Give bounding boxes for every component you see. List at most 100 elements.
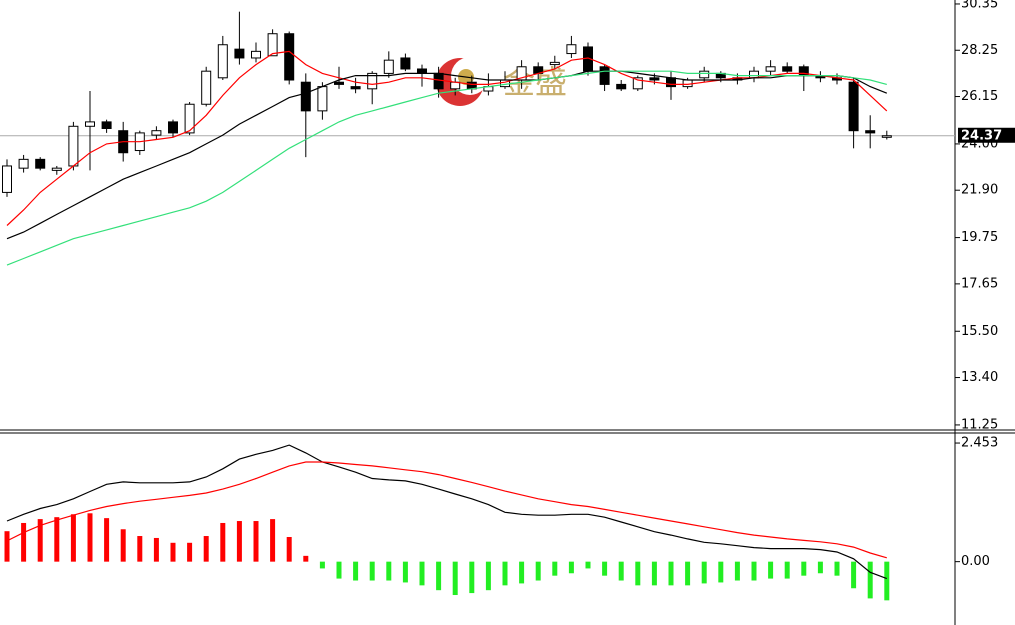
histogram-bar bbox=[353, 561, 359, 581]
histogram-bar bbox=[834, 561, 840, 576]
candle-body bbox=[217, 44, 228, 79]
histogram-bar bbox=[236, 521, 242, 562]
candle-body bbox=[632, 77, 643, 90]
candle-body bbox=[201, 70, 212, 105]
histogram-bar bbox=[519, 561, 525, 584]
candle-body bbox=[649, 77, 660, 81]
candle-body bbox=[666, 77, 676, 88]
histogram-bar bbox=[153, 537, 159, 562]
last-price-label: 24.37 bbox=[961, 128, 1002, 143]
histogram-bar bbox=[568, 561, 574, 574]
histogram-bar bbox=[187, 542, 193, 562]
candle-body bbox=[234, 48, 245, 59]
histogram-bar bbox=[502, 561, 508, 586]
candle-body bbox=[300, 81, 311, 112]
candle-body bbox=[334, 81, 344, 85]
candle-body bbox=[616, 83, 627, 90]
histogram-bar bbox=[867, 561, 873, 599]
histogram-bar bbox=[402, 561, 408, 583]
indicator-line bbox=[6, 461, 887, 559]
candle-body bbox=[566, 44, 577, 55]
histogram-bar bbox=[203, 536, 209, 562]
y-tick-label: 26.15 bbox=[961, 89, 998, 104]
candle-body bbox=[317, 86, 328, 112]
candle-body bbox=[865, 130, 876, 134]
histogram-bar bbox=[734, 561, 740, 581]
last-price-box bbox=[958, 127, 1015, 143]
candle-body bbox=[699, 70, 710, 79]
candle-body bbox=[400, 57, 411, 70]
histogram-bar bbox=[37, 519, 43, 562]
histogram-bar bbox=[618, 561, 624, 581]
indicator-line bbox=[6, 50, 888, 226]
histogram-bar bbox=[602, 561, 608, 576]
candle-body bbox=[35, 158, 46, 169]
candle-body bbox=[350, 86, 361, 90]
histogram-bar bbox=[319, 561, 325, 569]
histogram-bar bbox=[369, 561, 375, 581]
histogram-bar bbox=[751, 561, 757, 581]
candle-body bbox=[367, 72, 378, 90]
candle-body bbox=[682, 79, 693, 88]
y-tick-label: 30.35 bbox=[961, 0, 998, 11]
y-tick-label: 11.25 bbox=[961, 417, 998, 432]
candle-body bbox=[549, 61, 560, 66]
histogram-bar bbox=[336, 561, 342, 579]
candle-body bbox=[599, 66, 610, 85]
candle-body bbox=[151, 130, 162, 136]
candle-body bbox=[168, 121, 178, 134]
histogram-bar bbox=[137, 536, 143, 562]
histogram-bar bbox=[220, 522, 226, 562]
indicator-line bbox=[6, 70, 887, 266]
y-tick-label: 2.453 bbox=[961, 436, 998, 451]
indicator-line bbox=[6, 70, 888, 240]
histogram-bar bbox=[718, 561, 724, 583]
histogram-bar bbox=[701, 561, 707, 584]
histogram-bar bbox=[21, 522, 27, 562]
histogram-bar bbox=[452, 561, 458, 596]
histogram-bar bbox=[120, 529, 126, 562]
candle-body bbox=[251, 50, 261, 59]
histogram-bar bbox=[535, 561, 541, 581]
histogram-bar bbox=[685, 561, 691, 586]
histogram-bar bbox=[768, 561, 774, 579]
histogram-bar bbox=[668, 561, 674, 586]
y-tick-label: 17.65 bbox=[961, 276, 998, 291]
y-tick-label: 15.50 bbox=[961, 324, 998, 339]
histogram-bar bbox=[286, 536, 292, 562]
histogram-bar bbox=[436, 561, 442, 591]
y-tick-label: 21.90 bbox=[961, 183, 998, 198]
histogram-bar bbox=[817, 561, 823, 574]
candle-body bbox=[881, 135, 892, 138]
histogram-bar bbox=[419, 561, 425, 586]
histogram-bar bbox=[54, 517, 60, 562]
candle-body bbox=[782, 66, 793, 72]
candle-body bbox=[383, 59, 394, 74]
candle-body bbox=[417, 68, 427, 74]
candle-body bbox=[101, 121, 112, 129]
candle-body bbox=[284, 33, 295, 81]
histogram-bar bbox=[801, 561, 807, 576]
candle-body bbox=[68, 125, 79, 167]
histogram-bar bbox=[485, 561, 491, 591]
histogram-bar bbox=[104, 518, 110, 562]
candle-body bbox=[85, 121, 95, 127]
histogram-bar bbox=[87, 513, 93, 562]
candle-body bbox=[848, 81, 859, 132]
y-tick-label: 28.25 bbox=[961, 43, 998, 58]
histogram-bar bbox=[651, 561, 657, 586]
histogram-bar bbox=[884, 561, 890, 601]
histogram-bar bbox=[4, 531, 10, 562]
candle-body bbox=[765, 66, 776, 72]
y-tick-label: 0.00 bbox=[961, 554, 990, 569]
histogram-bar bbox=[552, 561, 558, 576]
histogram-bar bbox=[386, 561, 392, 581]
histogram-bar bbox=[70, 514, 76, 562]
histogram-bar bbox=[469, 561, 475, 594]
candle-body bbox=[51, 167, 62, 171]
histogram-bar bbox=[635, 561, 641, 586]
candle-body bbox=[184, 103, 195, 134]
candle-body bbox=[433, 72, 444, 90]
